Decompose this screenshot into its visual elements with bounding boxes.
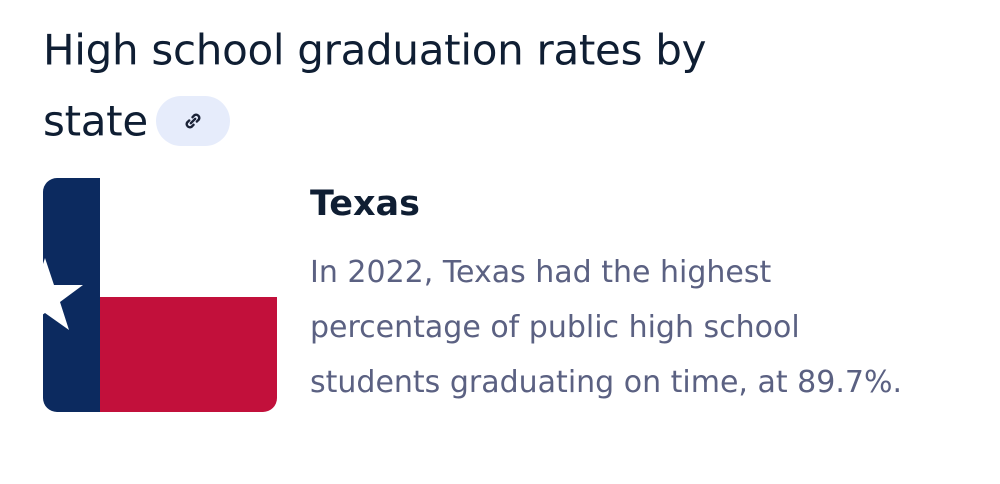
- page-title: High school graduation rates by state: [43, 25, 707, 146]
- state-flag-image: [43, 178, 277, 412]
- card-title: Texas: [310, 184, 420, 224]
- card-description: In 2022, Texas had the highest percentag…: [310, 255, 903, 400]
- link-icon: [185, 113, 201, 129]
- page-header: High school graduation rates by state: [43, 14, 783, 155]
- copy-link-button[interactable]: [155, 96, 230, 146]
